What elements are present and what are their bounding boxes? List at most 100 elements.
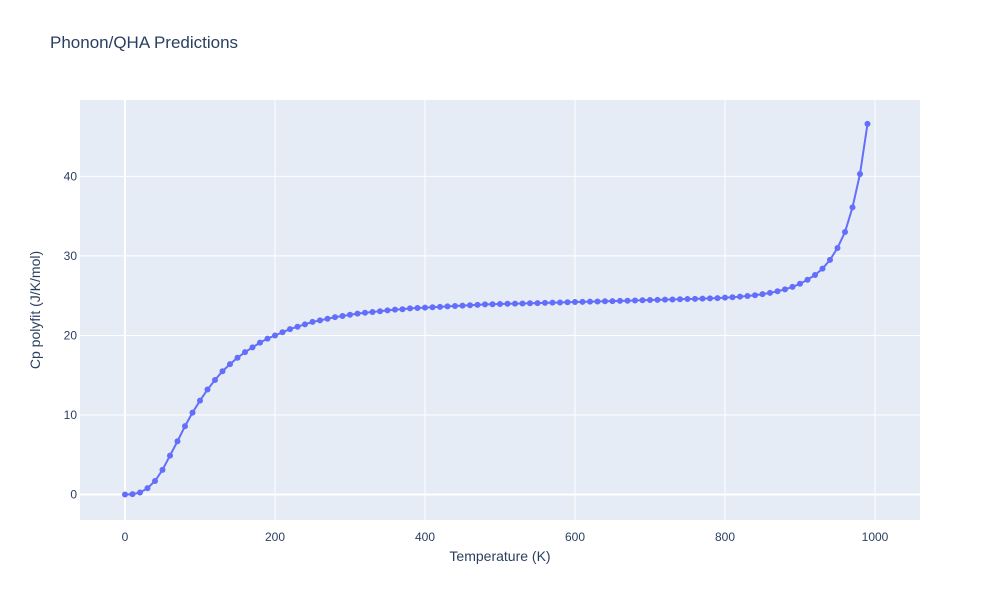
data-point[interactable] [677, 296, 683, 303]
data-point[interactable] [234, 354, 241, 361]
data-point[interactable] [737, 293, 743, 300]
data-point[interactable] [527, 300, 533, 307]
data-point[interactable] [137, 489, 143, 496]
data-point[interactable] [354, 310, 361, 317]
data-point[interactable] [339, 312, 346, 319]
data-point[interactable] [437, 303, 443, 310]
data-point[interactable] [752, 292, 758, 299]
data-point[interactable] [729, 294, 736, 301]
data-point[interactable] [377, 308, 383, 315]
data-point[interactable] [639, 297, 646, 304]
data-point[interactable] [197, 397, 203, 404]
data-point[interactable] [182, 423, 188, 430]
data-point[interactable] [692, 295, 698, 302]
data-point[interactable] [774, 288, 781, 295]
data-point[interactable] [827, 256, 833, 263]
data-point[interactable] [789, 283, 796, 290]
data-point[interactable] [152, 478, 158, 485]
data-point[interactable] [512, 300, 518, 307]
data-point[interactable] [414, 305, 421, 312]
data-point[interactable] [159, 466, 166, 473]
data-point[interactable] [317, 317, 323, 324]
data-point[interactable] [617, 297, 623, 304]
data-point[interactable] [302, 321, 308, 328]
data-point[interactable] [849, 204, 856, 211]
data-point[interactable] [842, 229, 848, 236]
data-point[interactable] [249, 344, 256, 351]
data-point[interactable] [542, 299, 548, 306]
data-point[interactable] [384, 307, 391, 314]
data-point[interactable] [564, 299, 571, 306]
data-point[interactable] [279, 329, 286, 336]
data-point[interactable] [362, 309, 368, 316]
data-point[interactable] [669, 296, 676, 303]
data-point[interactable] [257, 339, 263, 346]
data-point[interactable] [242, 349, 248, 356]
data-point[interactable] [287, 326, 293, 333]
data-point[interactable] [797, 280, 803, 287]
data-point[interactable] [519, 300, 526, 307]
data-point[interactable] [129, 491, 136, 498]
data-point[interactable] [474, 301, 481, 308]
data-point[interactable] [534, 300, 541, 307]
data-point[interactable] [467, 302, 473, 309]
data-point[interactable] [684, 296, 691, 303]
data-point[interactable] [804, 276, 811, 283]
data-point[interactable] [444, 303, 451, 310]
data-point[interactable] [144, 485, 151, 492]
data-point[interactable] [309, 318, 316, 325]
data-point[interactable] [497, 301, 503, 308]
data-point[interactable] [324, 315, 331, 322]
data-point[interactable] [332, 314, 338, 321]
data-point[interactable] [714, 295, 721, 302]
data-point[interactable] [227, 361, 233, 368]
data-point[interactable] [204, 386, 211, 393]
data-point[interactable] [264, 335, 271, 342]
data-point[interactable] [189, 409, 196, 416]
data-point[interactable] [819, 265, 826, 272]
data-point[interactable] [579, 298, 586, 305]
data-point[interactable] [122, 491, 128, 498]
data-point[interactable] [699, 295, 706, 302]
data-point[interactable] [609, 298, 616, 305]
data-point[interactable] [167, 452, 173, 459]
data-point[interactable] [864, 120, 871, 127]
data-point[interactable] [347, 311, 353, 318]
data-point[interactable] [489, 301, 496, 308]
data-point[interactable] [407, 305, 413, 312]
data-point[interactable] [294, 323, 301, 330]
data-point[interactable] [707, 295, 713, 302]
data-point[interactable] [452, 303, 458, 310]
data-point[interactable] [759, 291, 766, 298]
data-point[interactable] [632, 297, 638, 304]
data-point[interactable] [647, 297, 653, 304]
data-point[interactable] [482, 301, 488, 308]
data-point[interactable] [392, 306, 398, 313]
data-point[interactable] [857, 170, 863, 177]
data-point[interactable] [654, 296, 661, 303]
data-point[interactable] [174, 438, 181, 445]
data-point[interactable] [549, 299, 556, 306]
data-point[interactable] [557, 299, 563, 306]
data-point[interactable] [594, 298, 601, 305]
data-point[interactable] [782, 286, 788, 293]
data-point[interactable] [399, 306, 406, 313]
data-point[interactable] [602, 298, 608, 305]
data-point[interactable] [422, 304, 428, 311]
data-point[interactable] [369, 308, 376, 315]
data-point[interactable] [812, 272, 818, 278]
data-point[interactable] [459, 302, 466, 309]
data-point[interactable] [212, 377, 218, 383]
data-point[interactable] [219, 368, 226, 375]
data-point[interactable] [662, 296, 668, 303]
data-point[interactable] [744, 293, 751, 299]
data-point[interactable] [504, 300, 511, 307]
data-point[interactable] [624, 297, 631, 304]
data-point[interactable] [272, 332, 278, 339]
data-point[interactable] [767, 289, 773, 296]
data-point[interactable] [834, 244, 841, 251]
data-point[interactable] [572, 299, 578, 306]
data-point[interactable] [587, 298, 593, 305]
data-point[interactable] [429, 304, 436, 311]
data-point[interactable] [722, 294, 728, 301]
